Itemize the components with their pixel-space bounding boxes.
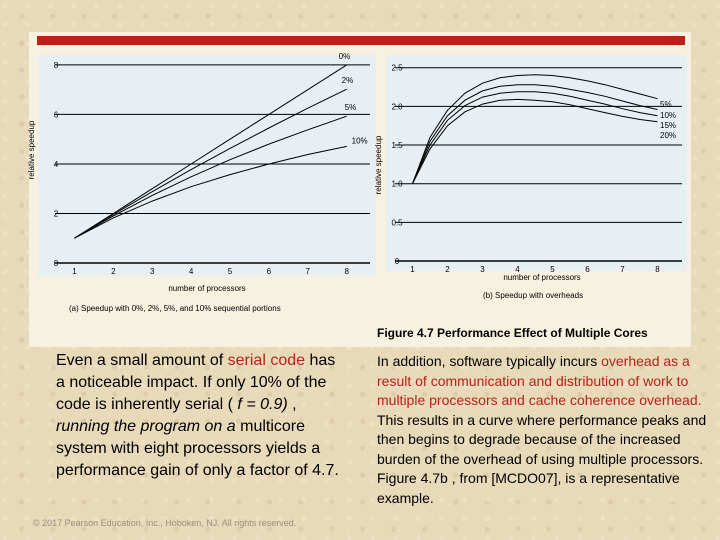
chart-a-ytick-label: 0 [54,259,59,268]
chart-a-xtick-label: 4 [189,267,194,276]
chart-a-series-line [74,64,347,239]
overhead-highlight: overhead as a result of communication an… [377,353,702,408]
chart-b-xtick-label: 8 [655,265,660,274]
serial-code-highlight: serial code [227,352,306,369]
chart-b-series-label: 5% [660,100,672,109]
title-bar [37,36,685,45]
chart-a-ylabel: relative speedup [27,120,36,179]
left-text-block: Even a small amount of serial code has a… [56,350,376,482]
chart-a-xtick-label: 5 [228,267,233,276]
chart-a-xlabel: number of processors [168,284,245,293]
chart-b-xtick-label: 1 [410,265,415,274]
chart-b-ytick-label: 0 [395,257,400,266]
chart-a-ytick-label: 6 [54,110,59,119]
chart-b-xtick-label: 6 [585,265,590,274]
chart-b-ytick-label: 1.5 [391,141,403,150]
chart-b-series-line [412,84,658,184]
chart-b-ylabel: relative speedup [374,135,383,194]
chart-b-series-label: 10% [660,111,676,120]
chart-a-plot-area [38,55,376,276]
chart-a-ytick-label: 2 [54,209,59,218]
chart-a-xtick-label: 1 [72,267,77,276]
chart-b-ytick-label: 0.5 [391,218,403,227]
chart-a-series-line [74,115,347,239]
chart-b-plot-area [386,55,687,271]
chart-a: 0% 2% 5% 10% 0 2 4 6 8 1 2 3 4 5 6 7 8 relative speedup… [27,52,376,313]
chart-b-caption: (b) Speedup with overheads [483,291,583,300]
chart-a-series-line [74,88,347,239]
figure-caption: Figure 4.7 Performance Effect of Multipl… [377,326,648,340]
chart-b-ytick-label: 2.5 [391,64,403,73]
formula: f = 0.9) [237,396,288,413]
chart-b: 5% 10%15%20% 0 0.5 1.0 1.5 2.0 2.5 1 2 3 4 5 6 7 8 rel… [374,55,687,300]
chart-a-ytick-label: 8 [54,61,59,70]
chart-a-series-line [74,145,347,239]
chart-a-caption: (a) Speedup with 0%, 2%, 5%, and 10% seq… [69,304,281,313]
chart-a-xtick-label: 2 [111,267,116,276]
chart-b-xtick-label: 5 [550,265,555,274]
chart-a-ytick-label: 4 [54,160,59,169]
chart-a-xtick-label: 6 [267,267,272,276]
left-text-line-5: system with eight processors yields a [56,440,321,457]
left-text-line-6: performance gain of only a factor of 4.7… [56,462,339,479]
chart-b-series-line [412,91,658,184]
chart-a-xtick-label: 3 [150,267,155,276]
chart-a-xtick-label: 7 [306,267,311,276]
chart-b-series-line [412,98,658,184]
chart-b-ytick-label: 1.0 [391,180,403,189]
chart-b-xtick-label: 3 [480,265,485,274]
chart-b-ytick-label: 2.0 [391,102,403,111]
chart-a-series-label: 2% [342,76,354,85]
chart-b-xtick-label: 2 [445,265,450,274]
copyright-notice: © 2017 Pearson Education, Inc., Hoboken,… [33,518,297,528]
left-text-line-3: code is inherently serial ( f = 0.9) , [56,396,297,413]
left-text-line-2: a noticeable impact. If only 10% of the [56,374,327,391]
chart-b-xtick-label: 7 [620,265,625,274]
chart-a-series-label: 10% [352,136,368,145]
chart-b-xlabel: number of processors [503,273,580,282]
chart-a-xtick-label: 8 [344,267,349,276]
right-text-block: In addition, software typically incurs o… [377,353,707,506]
chart-b-xtick-label: 4 [515,265,520,274]
left-text-line-4: running the program on a multicore [56,418,306,435]
chart-b-series-label: 20% [660,131,676,140]
chart-a-series-label: 5% [345,103,357,112]
left-text-line-1: Even a small amount of serial code has [56,352,336,369]
chart-a-series-label: 0% [339,52,351,61]
chart-b-series-line [412,74,658,184]
chart-b-series-label: 15% [660,121,676,130]
